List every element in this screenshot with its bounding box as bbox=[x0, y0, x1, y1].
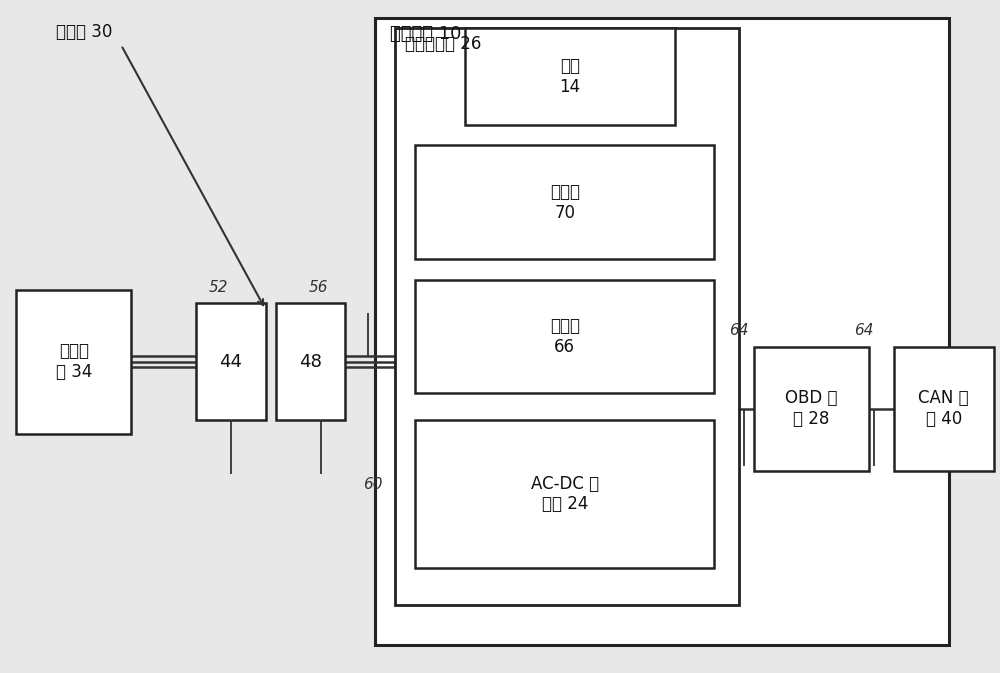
Text: 电网电
源 34: 电网电 源 34 bbox=[56, 343, 92, 381]
Text: CAN 工
具 40: CAN 工 具 40 bbox=[918, 389, 969, 428]
Text: 电线组 30: 电线组 30 bbox=[56, 23, 113, 40]
Bar bbox=[415, 279, 714, 394]
Text: AC-DC 转
换器 24: AC-DC 转 换器 24 bbox=[531, 474, 599, 513]
Text: 存储器
70: 存储器 70 bbox=[550, 183, 580, 222]
Bar bbox=[196, 303, 266, 420]
Text: 控制器模块 26: 控制器模块 26 bbox=[405, 35, 482, 53]
Text: 电池
14: 电池 14 bbox=[559, 57, 580, 96]
Bar bbox=[395, 28, 739, 604]
Bar bbox=[276, 303, 345, 420]
Text: 44: 44 bbox=[219, 353, 242, 371]
Text: 64: 64 bbox=[854, 323, 874, 338]
Text: 电动车辆 10: 电动车辆 10 bbox=[390, 25, 462, 43]
Text: 60: 60 bbox=[363, 477, 383, 492]
Bar bbox=[754, 347, 869, 470]
Bar bbox=[16, 289, 131, 433]
Text: OBD 端
口 28: OBD 端 口 28 bbox=[785, 389, 838, 428]
Text: 52: 52 bbox=[209, 279, 229, 295]
Bar bbox=[415, 145, 714, 259]
Bar bbox=[894, 347, 994, 470]
Text: 56: 56 bbox=[309, 279, 328, 295]
Text: 64: 64 bbox=[729, 323, 749, 338]
Bar bbox=[415, 420, 714, 568]
Text: 处理器
66: 处理器 66 bbox=[550, 317, 580, 356]
Bar bbox=[375, 18, 949, 645]
Bar bbox=[465, 28, 675, 125]
Text: 48: 48 bbox=[299, 353, 322, 371]
